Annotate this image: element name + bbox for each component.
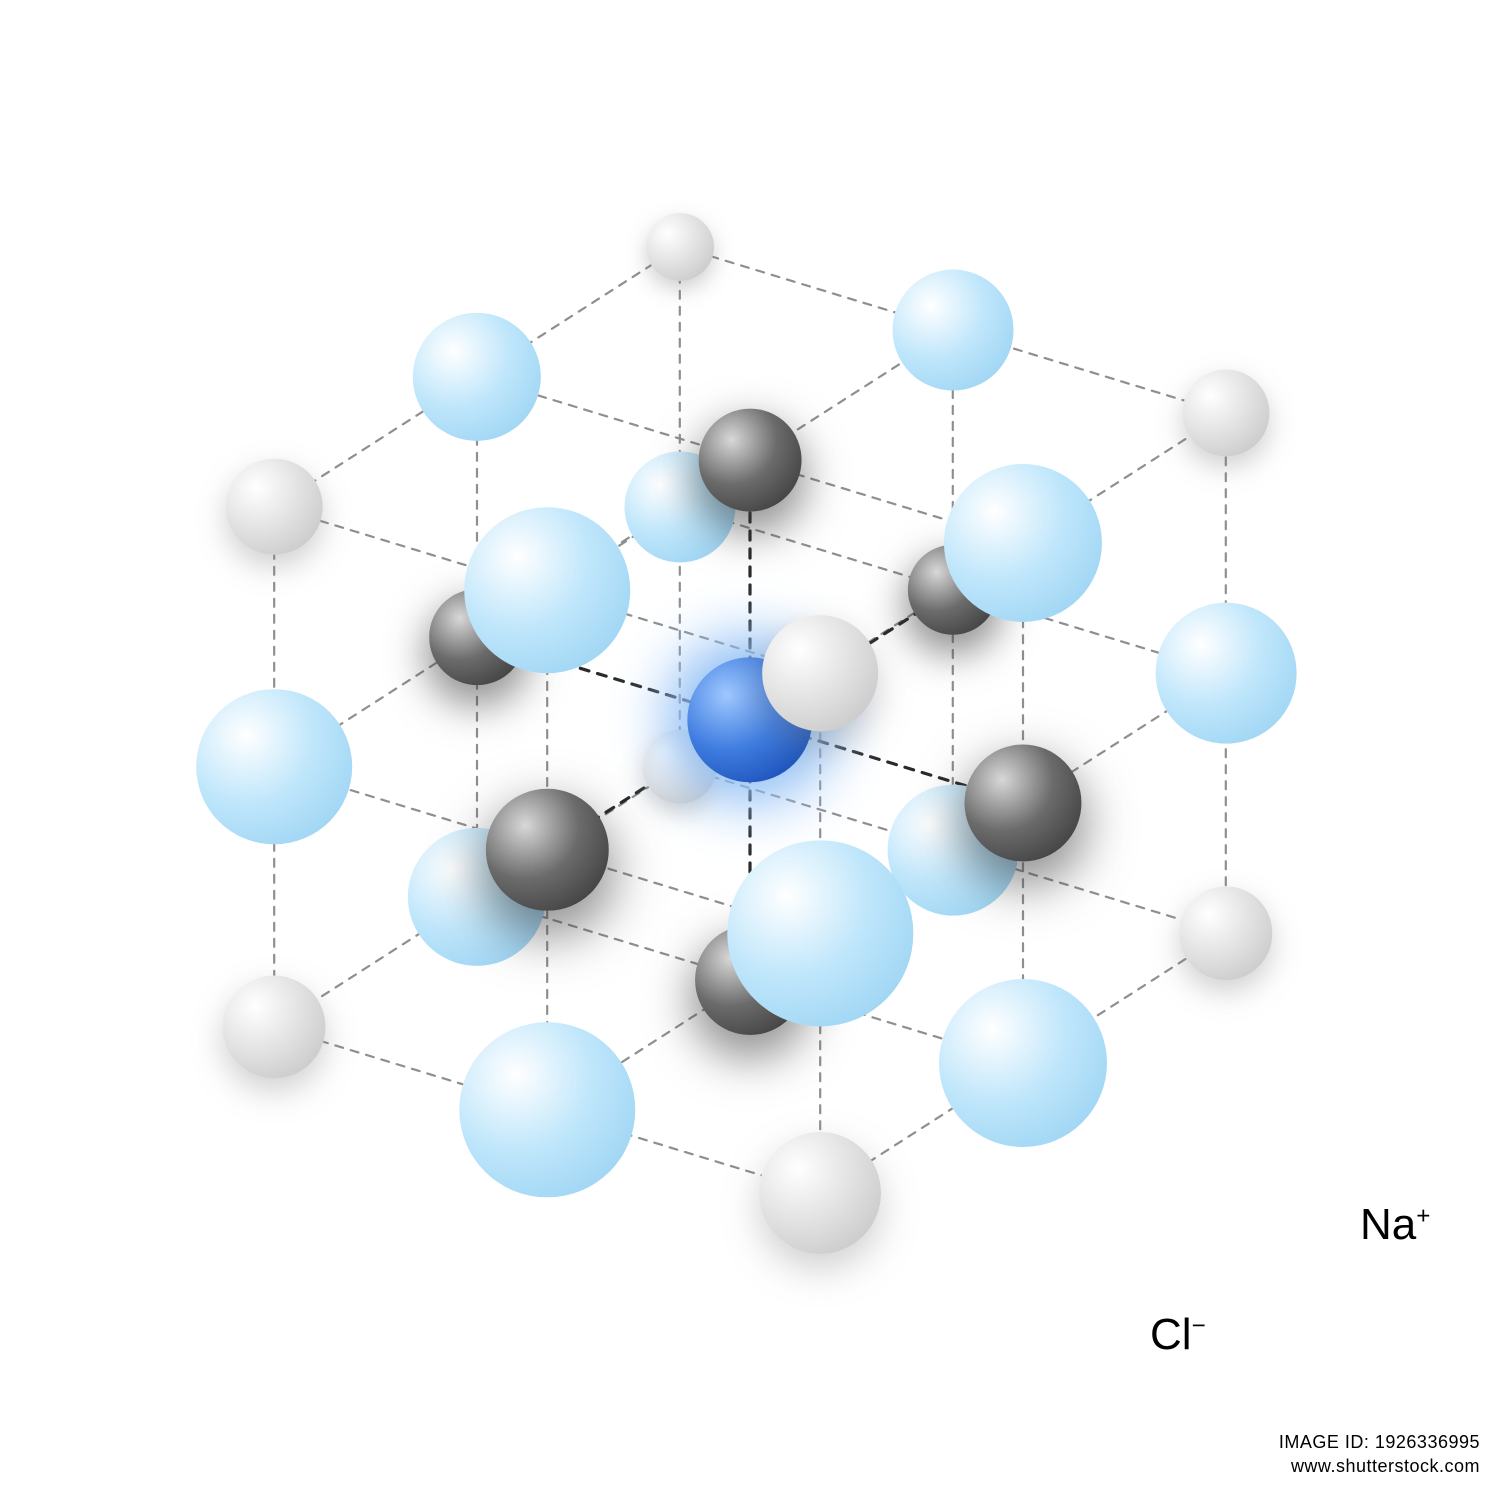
atom-cl_light — [728, 841, 913, 1026]
footer-image-id: IMAGE ID: 1926336995 — [1279, 1432, 1480, 1453]
atom-cl_light — [196, 689, 352, 845]
label-na-sup: + — [1416, 1202, 1430, 1229]
footer-url: www.shutterstock.com — [1291, 1456, 1480, 1477]
atom-na_dark — [486, 789, 608, 911]
atom-na_gray — [1179, 886, 1272, 979]
atom-na_dark — [699, 409, 802, 512]
label-cl-text: Cl — [1150, 1310, 1192, 1359]
atom-na_gray — [223, 975, 326, 1078]
atom-cl_light — [413, 313, 541, 441]
atom-cl_light — [939, 979, 1107, 1147]
atom-na_dark — [964, 745, 1081, 862]
atom-na_gray — [762, 615, 878, 731]
atom-cl_light — [459, 1022, 634, 1197]
atom-na_gray — [1182, 370, 1269, 457]
label-cl-sup: − — [1192, 1312, 1206, 1339]
atom-cl_light — [464, 507, 630, 673]
label-na: Na+ — [1360, 1200, 1430, 1250]
atom-cl_light — [892, 270, 1013, 391]
label-cl: Cl− — [1150, 1310, 1206, 1360]
label-na-text: Na — [1360, 1200, 1416, 1249]
atom-na_gray — [759, 1132, 881, 1254]
atom-na_gray — [646, 213, 714, 281]
atom-na_gray — [226, 459, 323, 556]
crystal-lattice-diagram — [0, 0, 1500, 1497]
atom-cl_light — [1155, 603, 1296, 744]
atom-cl_light — [944, 464, 1102, 622]
